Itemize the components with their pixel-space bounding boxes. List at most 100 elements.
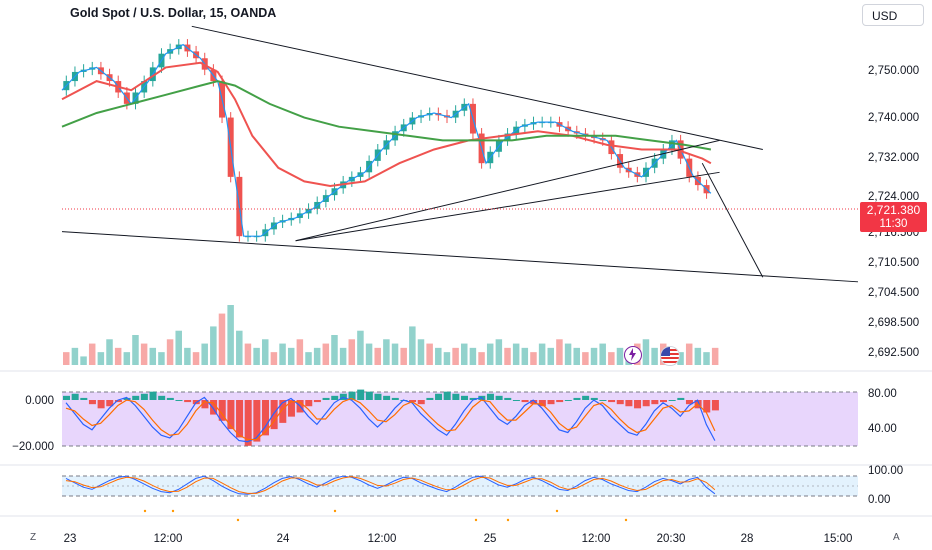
price-series-line	[61, 61, 712, 188]
volume-bar	[262, 339, 269, 365]
volume-bar	[80, 356, 87, 365]
time-tick-label: 25	[484, 533, 497, 545]
oscillator-bar	[114, 400, 122, 403]
trendline	[61, 231, 859, 283]
volume-bar	[71, 347, 79, 365]
oscillator-bar	[608, 400, 616, 403]
us-flag-icon[interactable]	[660, 346, 680, 366]
oscillator-bar	[521, 400, 529, 403]
currency-button[interactable]: USD	[862, 4, 924, 26]
volume-bar	[192, 352, 200, 365]
volume-bar	[685, 343, 693, 365]
oscillator-bar	[486, 393, 494, 400]
oscillator-bar	[348, 391, 356, 400]
oscillator-right-tick-label: 40.00	[868, 423, 897, 435]
oscillator-bar	[417, 400, 425, 405]
oscillator-bar	[270, 400, 278, 430]
oscillator-bar	[495, 395, 503, 400]
oscillator-bar	[365, 391, 373, 400]
axes: 2,750.000 2,740.000 2,732.000 2,724.000 2,71…	[12, 65, 919, 545]
volume-bar	[357, 330, 364, 365]
volume-bar	[547, 347, 555, 365]
volume-bar	[391, 343, 399, 365]
oscillator-bar	[409, 400, 417, 403]
volume-bar	[642, 339, 650, 365]
candlesticks	[63, 39, 710, 242]
volume-bar	[348, 339, 356, 365]
volume-bar	[123, 352, 131, 365]
volume-bar	[504, 347, 511, 365]
volume-bar	[184, 347, 191, 365]
oscillator-bar	[651, 400, 659, 405]
oscillator-bar	[71, 393, 79, 400]
oscillator-bar	[140, 393, 148, 400]
volume-bar	[236, 330, 243, 365]
volume-bar	[313, 347, 321, 365]
volume-bar	[478, 352, 485, 365]
volume-bar	[244, 343, 252, 365]
trendlines	[61, 25, 859, 283]
oscillator-bar	[63, 395, 70, 400]
volume-bar	[703, 352, 710, 365]
volume-bar	[677, 352, 684, 365]
oscillator-bar	[443, 391, 451, 400]
oscillator-bar	[253, 400, 261, 442]
volume-bar	[651, 347, 658, 365]
oscillator-bar	[357, 389, 365, 400]
last-price-label: 2,721.380 11:30	[860, 202, 927, 232]
oscillator-bar	[236, 400, 244, 438]
volume-bar	[452, 347, 459, 365]
stochastic-band	[62, 476, 858, 496]
volume-bar	[149, 347, 157, 365]
oscillator-bar	[625, 400, 633, 407]
oscillator-bar	[158, 395, 166, 400]
volume-bar	[469, 347, 477, 365]
oscillator-bar	[166, 397, 174, 400]
volume-bar	[106, 339, 113, 365]
oscillator-bar	[210, 400, 218, 415]
volume-bar	[166, 339, 174, 365]
price-tick-label: 2,740.000	[868, 112, 919, 124]
zoom-button[interactable]: Z	[30, 532, 37, 543]
volume-bar	[210, 326, 217, 365]
time-tick-label: 20:30	[657, 533, 686, 545]
oscillator-bar	[504, 397, 512, 400]
volume-bar	[694, 347, 702, 365]
oscillator-tick-label: −20.000	[12, 441, 54, 453]
oscillator-bar	[573, 397, 581, 400]
event-marker	[555, 509, 559, 513]
oscillator-bar	[452, 393, 460, 400]
auto-scale-button[interactable]: A	[893, 532, 900, 543]
volume-bar	[305, 352, 312, 365]
volume-bar	[512, 343, 520, 365]
price-series	[61, 43, 712, 237]
oscillator-bar	[88, 400, 96, 405]
oscillator-bar	[374, 393, 382, 400]
oscillator-bar	[383, 395, 391, 400]
oscillator-bar	[391, 397, 399, 400]
oscillator-bar	[80, 397, 88, 400]
lightning-icon[interactable]	[624, 346, 642, 364]
volume-bar	[296, 339, 304, 365]
price-tick-label: 2,692.500	[868, 347, 919, 359]
event-marker	[624, 518, 628, 522]
oscillator-bar	[123, 397, 131, 400]
oscillator-bar	[97, 400, 105, 409]
volume-bar	[140, 343, 148, 365]
price-tick-label: 2,732.000	[868, 152, 919, 164]
oscillator-bar	[634, 400, 642, 409]
event-marker	[474, 518, 478, 522]
volume-bar	[461, 343, 468, 365]
oscillator-bar	[582, 395, 590, 400]
volume-bar	[374, 347, 381, 365]
oscillator-bar	[590, 397, 598, 400]
time-tick-label: 12:00	[582, 533, 611, 545]
oscillator-bar	[339, 393, 347, 400]
price-tick-label: 2,698.500	[868, 317, 919, 329]
oscillator-bar	[201, 400, 209, 409]
oscillator-bar	[599, 400, 607, 401]
price-series-line	[61, 43, 712, 237]
price-tick-label: 2,750.000	[868, 65, 919, 77]
volume-bar	[608, 352, 615, 365]
